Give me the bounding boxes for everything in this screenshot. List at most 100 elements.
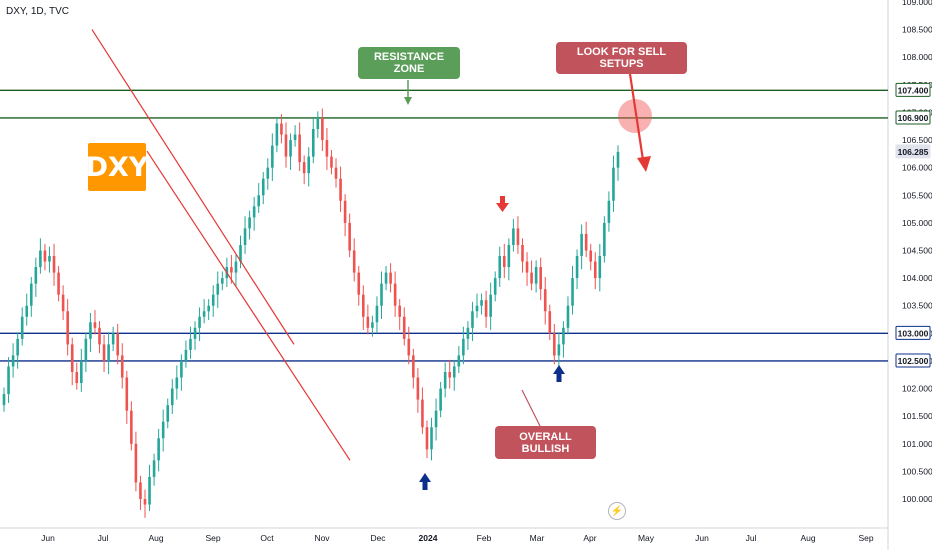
x-tick-label: Oct	[260, 533, 274, 543]
candle-body	[484, 300, 488, 317]
y-tick-label: 108.500	[902, 25, 932, 35]
candle-body	[34, 267, 38, 284]
x-tick-label: Feb	[477, 533, 492, 543]
candle-body	[130, 410, 133, 444]
x-tick-label: Jul	[98, 533, 109, 543]
candle-body	[230, 267, 233, 273]
candle-body	[321, 117, 324, 141]
candle-body	[307, 156, 311, 174]
candle-body	[434, 410, 438, 428]
candle-body	[539, 267, 542, 290]
candle-body	[184, 349, 188, 361]
price-label: 106.900	[898, 113, 929, 123]
candle-body	[239, 244, 242, 262]
candle-body	[443, 371, 447, 389]
candle-body	[507, 244, 511, 268]
x-tick-label: Sep	[205, 533, 220, 543]
price-label-box	[895, 110, 931, 125]
candle-body	[111, 333, 115, 345]
candle-body	[271, 145, 274, 168]
candle-body	[421, 399, 424, 428]
candle-body	[357, 272, 361, 295]
candle-body	[416, 377, 420, 400]
candle-body	[275, 123, 279, 146]
candle-body	[516, 228, 520, 245]
candle-body	[339, 178, 342, 201]
candle-body	[571, 278, 574, 306]
candle-body	[562, 327, 565, 345]
candle-body	[430, 427, 433, 450]
sell-arrow-head	[637, 156, 651, 172]
candle-body	[389, 272, 392, 284]
y-tick-label: 100.000	[902, 494, 932, 504]
candle-body	[616, 151, 620, 168]
candle-body	[139, 482, 142, 499]
candle-body	[553, 333, 556, 356]
symbol-header: DXY, 1D, TVC	[6, 6, 69, 17]
candle-body	[475, 305, 479, 312]
candle-body	[293, 134, 297, 141]
candle-body	[25, 305, 29, 317]
candle-body	[57, 272, 60, 295]
candle-body	[148, 476, 151, 505]
price-label: 107.400	[898, 85, 929, 95]
candle-body	[584, 233, 588, 251]
candle-body	[207, 305, 210, 312]
bullish-pointer	[521, 389, 541, 427]
candle-body	[134, 443, 138, 483]
candle-body	[211, 294, 215, 306]
candle-body	[89, 322, 92, 339]
lightning-icon[interactable]: ⚡	[608, 502, 626, 520]
candle-body	[375, 305, 379, 323]
price-label: 106.285	[898, 147, 929, 157]
y-tick-label: 106.000	[902, 163, 932, 173]
candle-body	[266, 167, 270, 179]
dxy-logo: DXY	[86, 143, 148, 191]
candle-body	[402, 316, 406, 339]
candle-body	[98, 327, 101, 345]
x-tick-label: Apr	[583, 533, 596, 543]
candle-body	[598, 256, 602, 279]
x-tick-label: 2024	[419, 533, 438, 543]
candle-body	[243, 228, 247, 245]
x-tick-label: May	[638, 533, 655, 543]
candle-body	[261, 178, 265, 196]
candle-body	[371, 322, 374, 328]
candle-body	[198, 316, 201, 328]
candle-body	[603, 222, 606, 257]
candle-body	[366, 316, 370, 328]
y-tick-label: 103.500	[902, 301, 932, 311]
x-tick-label: Aug	[148, 533, 163, 543]
y-tick-label: 102.000	[902, 384, 932, 394]
candle-body	[425, 427, 429, 450]
candle-body	[161, 421, 165, 439]
candle-body	[457, 355, 461, 367]
candle-body	[61, 294, 65, 312]
candle-body	[330, 156, 333, 168]
up-arrow-icon	[422, 482, 428, 490]
candle-body	[289, 140, 292, 157]
y-tick-label: 100.500	[902, 466, 932, 476]
price-label-box	[895, 353, 931, 368]
candle-body	[102, 344, 106, 361]
candle-body	[462, 338, 465, 356]
y-tick-label: 104.500	[902, 246, 932, 256]
candle-body	[29, 283, 33, 306]
y-tick-label: 101.500	[902, 411, 932, 421]
candle-body	[521, 244, 524, 262]
candle-body	[348, 222, 351, 251]
candle-body	[525, 261, 529, 273]
candle-body	[248, 217, 251, 229]
candle-body	[512, 228, 515, 245]
candle-body	[52, 256, 56, 273]
candle-body	[11, 355, 15, 367]
candle-body	[384, 272, 388, 284]
down-arrow-icon	[500, 196, 505, 204]
candle-body	[80, 360, 83, 384]
y-tick-label: 108.000	[902, 52, 932, 62]
x-tick-label: Nov	[314, 533, 330, 543]
candle-body	[498, 256, 502, 279]
candle-body	[166, 405, 170, 422]
price-label-box	[895, 82, 931, 97]
